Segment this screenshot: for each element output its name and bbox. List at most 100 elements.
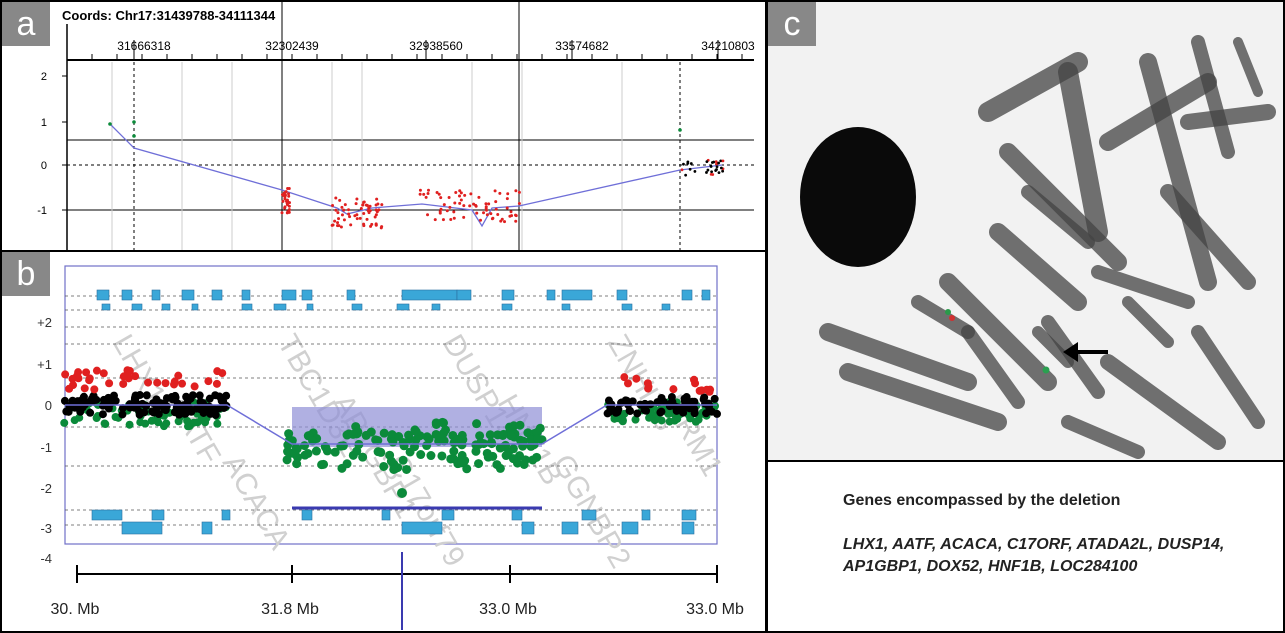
data-dot [714, 169, 718, 172]
red-dot [418, 192, 422, 196]
gene-bar [301, 289, 313, 301]
data-dot [183, 422, 192, 431]
red-dot [437, 192, 441, 196]
red-dot [287, 192, 291, 196]
red-dot [339, 225, 343, 229]
coords-readout: Coords: Chr17:31439788-34111344 [62, 8, 276, 23]
data-dot [710, 170, 714, 174]
red-dot [287, 194, 291, 198]
data-dot [431, 429, 441, 439]
data-dot [379, 461, 389, 471]
data-dot [426, 451, 436, 461]
y-tick-label: -2 [40, 481, 52, 496]
chromosome [911, 295, 975, 339]
data-dot [188, 391, 197, 400]
data-dot [526, 435, 536, 445]
chromosome [1122, 296, 1174, 348]
data-dot [416, 450, 426, 460]
red-dot [485, 208, 489, 212]
gene-bar [91, 509, 123, 521]
data-dot [424, 434, 434, 444]
red-dot [514, 189, 518, 193]
data-dot [705, 160, 709, 164]
red-dot [283, 193, 287, 197]
gene-bar [521, 521, 535, 535]
red-dot [331, 223, 335, 227]
panel-b-label: b [2, 252, 50, 296]
gene-bar [131, 303, 143, 311]
data-dot [196, 405, 205, 414]
y-tick-label: -1 [40, 440, 52, 455]
data-dot [60, 396, 69, 405]
data-dot [182, 392, 191, 401]
nucleus [800, 127, 916, 267]
data-dot [717, 171, 721, 175]
data-dot [526, 441, 536, 451]
data-dot [644, 382, 653, 391]
data-dot [669, 385, 678, 394]
data-dot [721, 159, 725, 163]
chromosome [1191, 325, 1265, 429]
data-dot [655, 398, 664, 407]
data-dot [498, 430, 508, 440]
data-dot [719, 166, 723, 170]
red-dot [477, 195, 481, 199]
data-dot [666, 408, 675, 417]
chromosome [1233, 37, 1263, 97]
data-dot [60, 418, 69, 427]
data-dot [471, 446, 481, 456]
data-dot [170, 380, 179, 389]
gene-bar [191, 303, 199, 311]
gene-bar [401, 289, 458, 301]
data-dot [404, 430, 414, 440]
red-dot [280, 211, 284, 215]
data-dot [495, 463, 505, 473]
data-dot [439, 436, 449, 446]
y-tick-label: -3 [40, 521, 52, 536]
data-dot [462, 464, 472, 474]
data-dot [322, 446, 332, 456]
data-dot [519, 459, 529, 469]
data-dot [623, 379, 632, 388]
red-dot [505, 206, 509, 210]
red-dot [355, 197, 359, 201]
gene-bar [561, 303, 571, 311]
gene-bar [101, 303, 111, 311]
chromosome [1021, 185, 1095, 249]
green-dot [108, 122, 112, 126]
red-dot [491, 216, 495, 220]
green-dot [397, 488, 407, 498]
data-dot [710, 161, 714, 164]
data-dot [472, 419, 482, 429]
data-dot [686, 160, 690, 164]
data-dot [441, 425, 451, 435]
red-dot [503, 220, 507, 224]
red-dot [485, 213, 489, 217]
data-dot [174, 417, 183, 426]
red-dot [494, 207, 498, 211]
data-dot [684, 173, 688, 177]
data-dot [65, 402, 74, 411]
data-dot [61, 370, 70, 379]
panel-a-label: a [2, 2, 50, 46]
data-dot [89, 396, 98, 405]
data-dot [688, 167, 692, 171]
x-tick-label: 31666318 [117, 39, 171, 53]
red-dot [365, 217, 369, 221]
red-dot [462, 204, 466, 208]
red-dot [445, 209, 449, 213]
red-dot [364, 203, 368, 207]
data-dot [373, 447, 383, 457]
gene-bar [151, 289, 161, 301]
red-dot [283, 197, 287, 201]
data-dot [667, 393, 676, 402]
red-dot [375, 197, 379, 201]
red-dot [362, 200, 366, 204]
y-tick-label: +2 [37, 315, 52, 330]
arrow-icon [1063, 342, 1078, 362]
gene-bar [701, 289, 711, 301]
data-dot [183, 402, 192, 411]
gene-bar [346, 289, 356, 301]
data-dot [640, 399, 649, 408]
data-dot [657, 416, 666, 425]
